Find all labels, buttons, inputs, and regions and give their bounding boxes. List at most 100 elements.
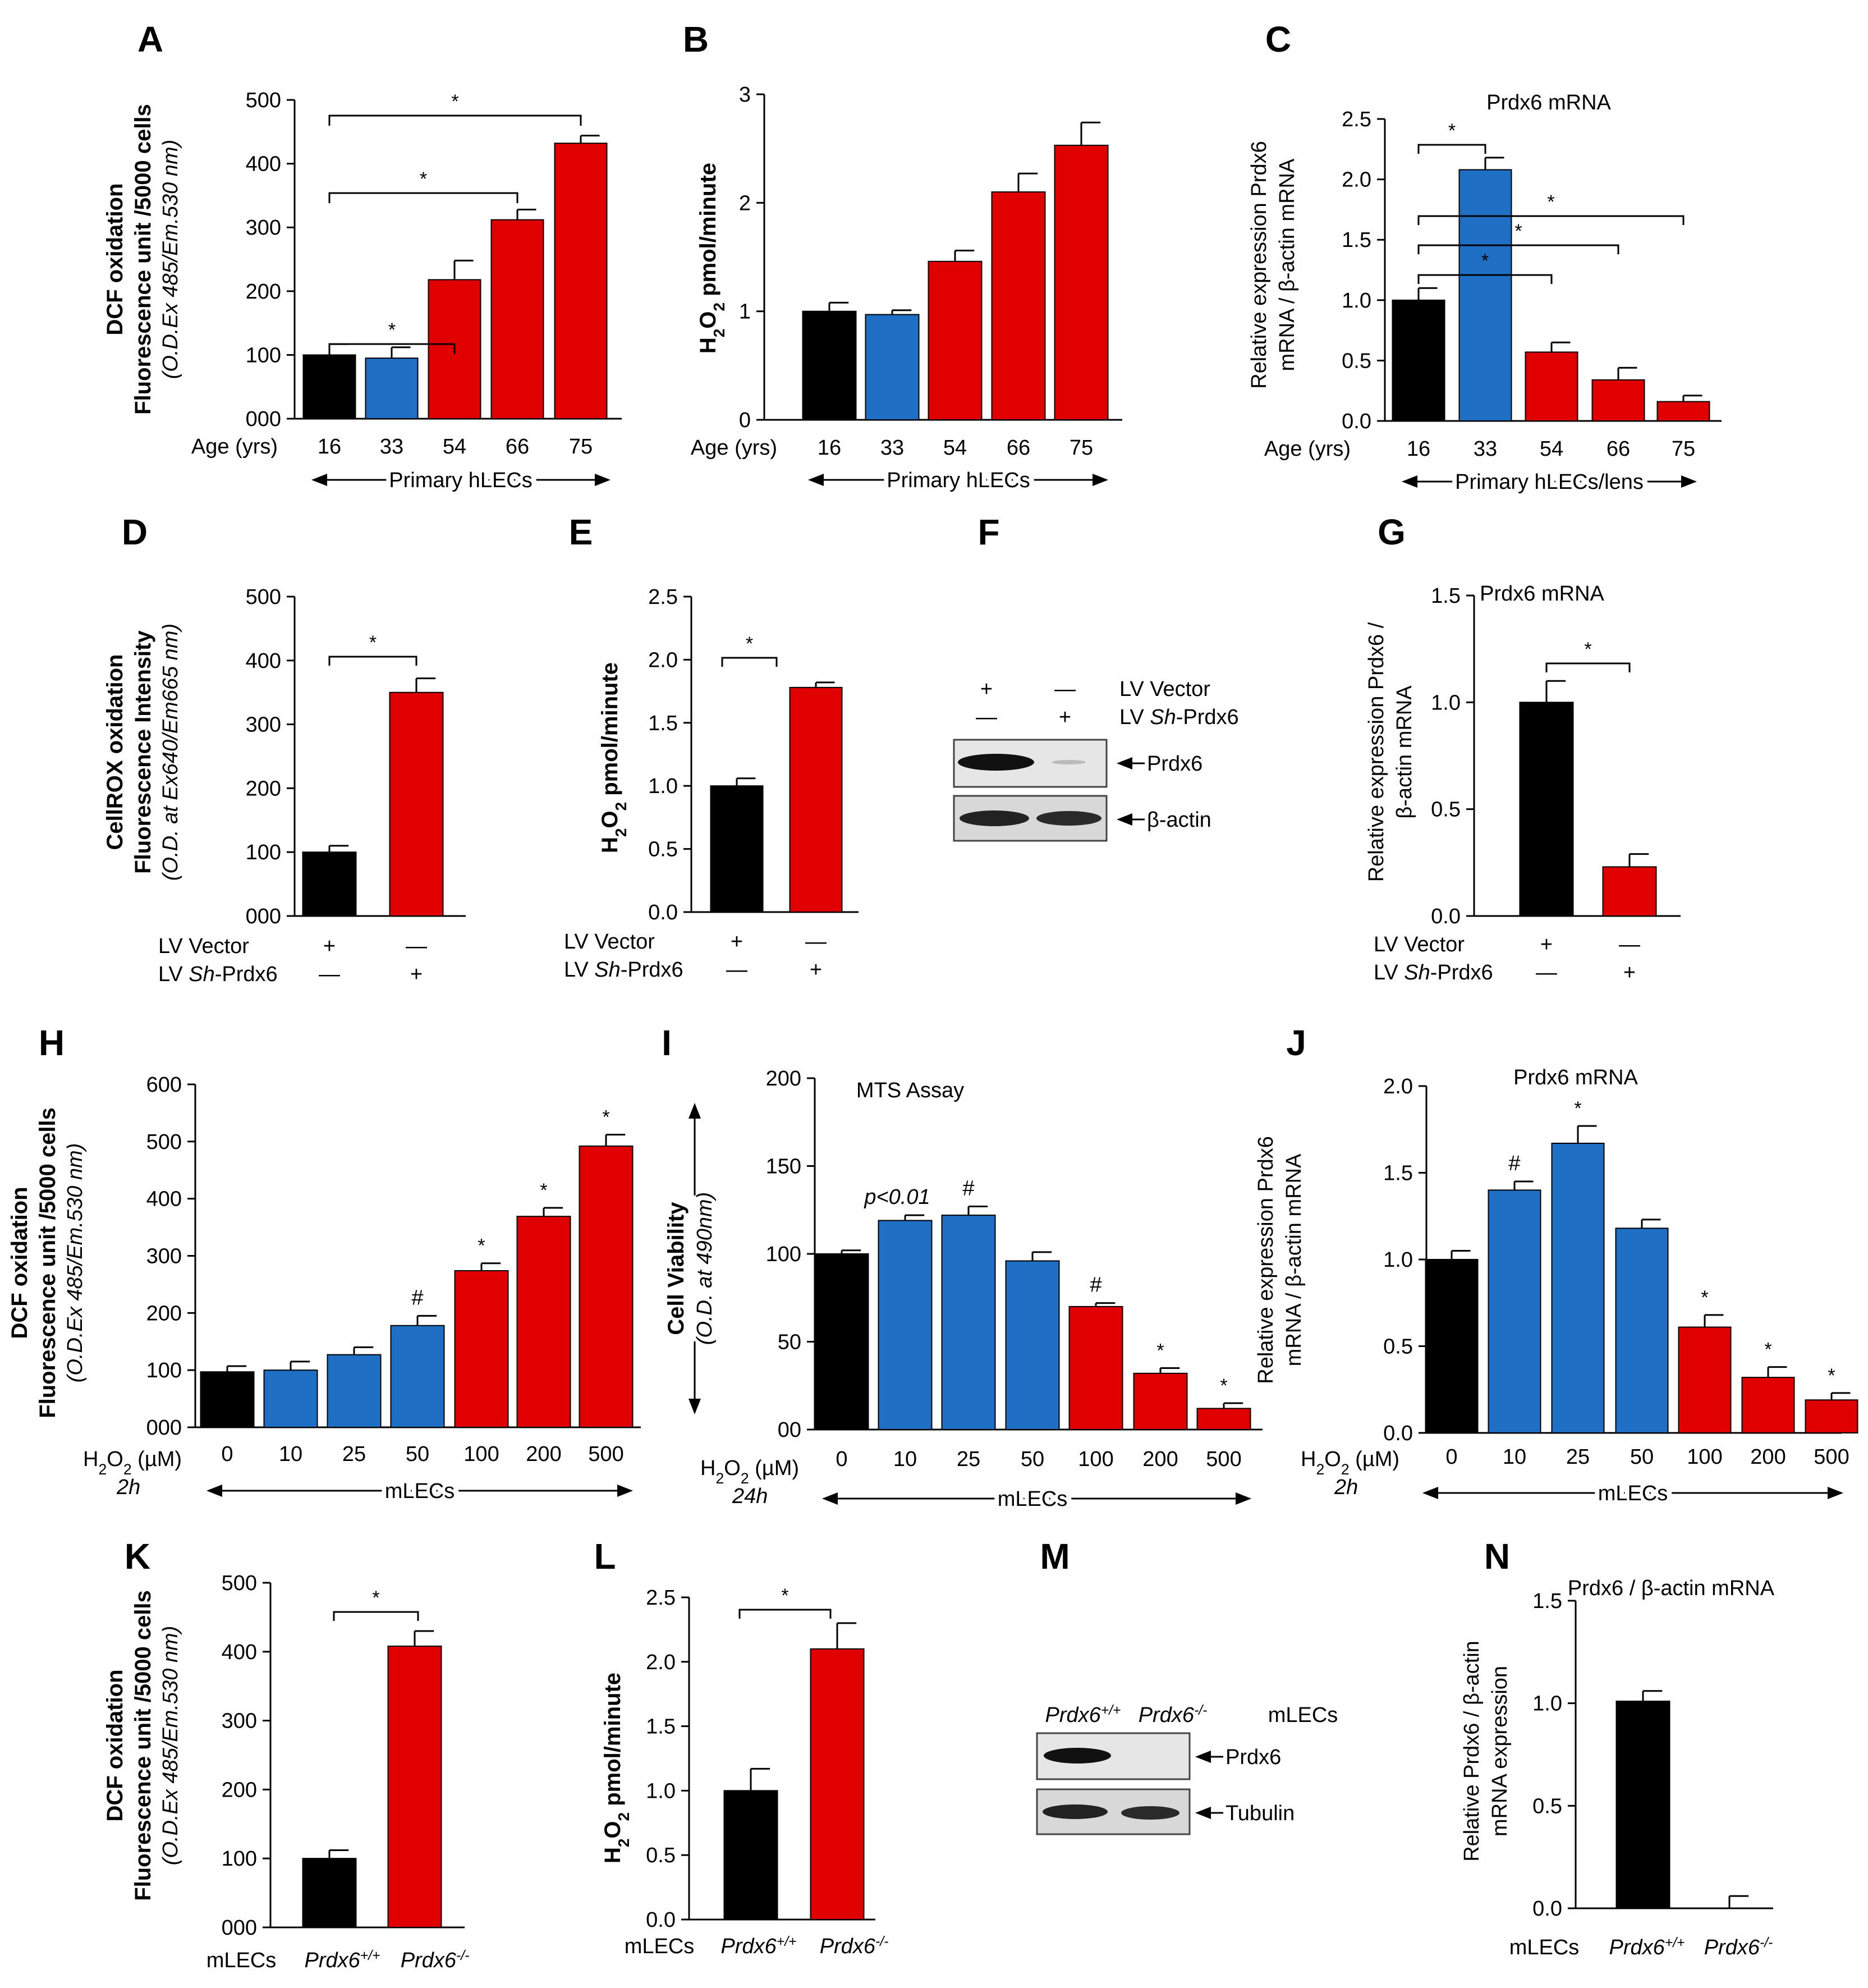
arrow-head — [1195, 1807, 1211, 1819]
band-faint — [1052, 760, 1086, 764]
sign: — — [319, 963, 340, 986]
significance-star: * — [369, 632, 377, 653]
bar-500 — [579, 1145, 634, 1428]
y-tick-label: 400 — [246, 153, 281, 176]
bar-LV Vector — [1519, 702, 1574, 917]
panel-label-g: G — [1378, 512, 1406, 552]
text-segment: Sh — [594, 958, 620, 982]
lane-label: mLECs — [1268, 1703, 1338, 1727]
y-tick-label: 500 — [146, 1130, 182, 1154]
x-tick-label: 54 — [943, 436, 967, 460]
bar-100 — [1678, 1326, 1732, 1434]
bar-66 — [991, 191, 1046, 420]
bar-annotation: p<0.01 — [864, 1185, 930, 1209]
significance-bracket — [721, 657, 778, 667]
category-label: Prdx6-/- — [1704, 1935, 1773, 1960]
significance-bracket — [1417, 274, 1553, 284]
significance-bracket — [1417, 215, 1685, 225]
chart-g: 0.0 0.5 1.0 1.5 Prdx6 mRNA Relative expressio… — [1365, 582, 1681, 984]
arrow-head-right — [617, 1485, 633, 1497]
y-axis-title: mRNA / β-actin mRNA — [1275, 158, 1299, 371]
text-segment: O — [107, 1448, 123, 1471]
x-tick-label: 54 — [1540, 437, 1563, 461]
y-tick-label: 2 — [739, 191, 751, 215]
bar-500 — [1805, 1399, 1858, 1434]
y-tick-label: 500 — [246, 89, 281, 112]
bar-annotation: * — [1764, 1339, 1771, 1361]
sign: — — [1619, 933, 1640, 956]
category-label: Prdx6-/- — [820, 1934, 889, 1959]
bar-LV Sh-Prdx6 — [1602, 866, 1657, 917]
y-tick-label: 000 — [222, 1916, 257, 1940]
x-tick-label: 0 — [836, 1448, 847, 1471]
chart-title: Prdx6 mRNA — [1480, 582, 1604, 606]
significance-star: * — [781, 1585, 788, 1606]
y-tick-label: 2.0 — [646, 1651, 676, 1674]
panel-label-i: I — [662, 1023, 672, 1063]
bar-LV Sh-Prdx6 — [789, 686, 843, 913]
x-tick-label: 50 — [406, 1442, 429, 1466]
lane-sign: — — [1054, 677, 1076, 701]
y-axis-title: β-actin mRNA — [1393, 685, 1416, 819]
text-segment: 2 — [615, 1839, 632, 1848]
bar-25 — [1551, 1142, 1605, 1433]
x-tick-label: 100 — [1078, 1448, 1113, 1471]
category-label: Prdx6+/+ — [305, 1948, 380, 1973]
x-axis-title: Age (yrs) — [691, 436, 777, 460]
significance-star: * — [1448, 120, 1456, 141]
x-axis-subtitle: 24h — [732, 1485, 768, 1508]
y-tick-label: 1.0 — [1431, 691, 1461, 714]
arrow-head-up — [689, 1103, 701, 1119]
x-axis-subtitle: 2h — [1334, 1476, 1358, 1499]
y-tick-label: 0.0 — [1342, 410, 1371, 433]
x-tick-label: 25 — [1566, 1445, 1590, 1469]
significance-bracket — [333, 1611, 419, 1621]
bar-10 — [1488, 1189, 1541, 1433]
y-axis-title: CellROX oxidation — [103, 654, 127, 850]
text-segment: -/- — [875, 1934, 888, 1949]
band-label: Tubulin — [1226, 1802, 1295, 1825]
lane-label: LV Sh-Prdx6 — [1119, 706, 1239, 729]
y-tick-label: 300 — [246, 713, 281, 737]
text-segment: H — [598, 837, 622, 853]
x-tick-label: 66 — [506, 435, 529, 459]
x-tick-label: 33 — [1474, 437, 1497, 461]
sign: + — [1623, 961, 1636, 984]
y-tick-label: 1 — [739, 300, 751, 324]
text-segment: -Prdx6 — [621, 958, 683, 982]
panel-label-m: M — [1040, 1536, 1070, 1577]
text-segment: O — [1324, 1448, 1341, 1471]
text-segment: O — [696, 311, 720, 328]
y-tick-label: 1.5 — [646, 1715, 676, 1739]
y-tick-label: 200 — [146, 1302, 182, 1325]
band-actin — [960, 810, 1029, 826]
x-tick-label: 75 — [1070, 436, 1093, 460]
text-segment: O — [724, 1456, 741, 1480]
text-segment: LV — [564, 958, 594, 982]
bar-54 — [928, 260, 983, 420]
arrow-head-right — [1828, 1487, 1843, 1499]
bar-Prdx6+/+ — [1615, 1701, 1670, 1909]
x-group-label: mLECs — [385, 1479, 455, 1503]
condition-label: LV Sh-Prdx6 — [564, 958, 683, 982]
arrow-head-right — [595, 474, 611, 486]
text-segment: 2 — [710, 303, 728, 312]
sign: — — [805, 930, 827, 954]
bar-75 — [554, 143, 608, 420]
y-tick-label: 1.0 — [1383, 1248, 1413, 1272]
x-tick-label: 33 — [380, 435, 403, 459]
sign: + — [323, 935, 336, 958]
significance-star: * — [451, 91, 458, 112]
chart-j: 0.0 0.5 1.0 1.5 2.0 # * * * * Prdx6 mRNA Relative e… — [1254, 1066, 1858, 1510]
y-tick-label: 400 — [246, 649, 281, 673]
bar-0 — [814, 1253, 869, 1430]
sign: — — [406, 935, 427, 958]
text-segment: -/- — [1194, 1703, 1207, 1718]
y-tick-label: 50 — [778, 1331, 801, 1354]
text-segment: LV — [1374, 961, 1404, 984]
significance-bracket — [328, 192, 518, 203]
text-segment: H — [1301, 1448, 1316, 1471]
chart-title: Prdx6 mRNA — [1513, 1066, 1638, 1089]
